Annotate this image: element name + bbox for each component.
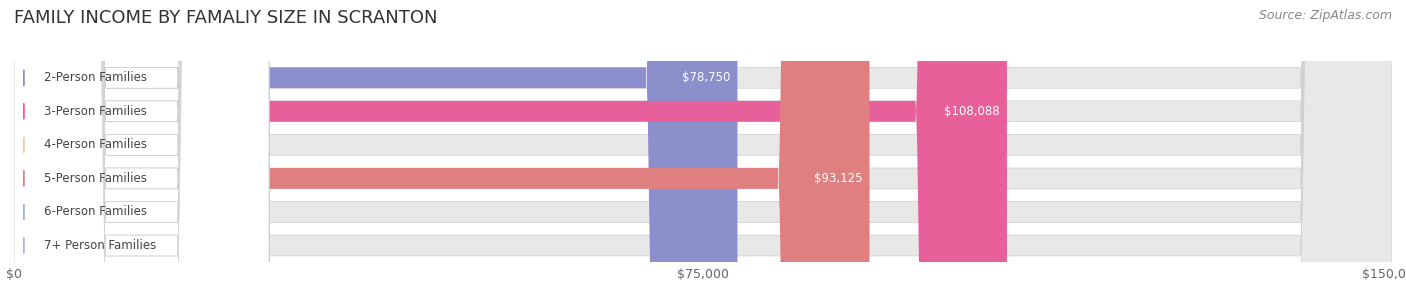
FancyBboxPatch shape [14,0,269,305]
FancyBboxPatch shape [14,0,269,305]
FancyBboxPatch shape [14,0,269,305]
Text: 6-Person Families: 6-Person Families [45,206,148,218]
Text: 2-Person Families: 2-Person Families [45,71,148,84]
FancyBboxPatch shape [14,0,1392,305]
Text: $108,088: $108,088 [945,105,1000,118]
FancyBboxPatch shape [14,0,1392,305]
FancyBboxPatch shape [14,0,1392,305]
FancyBboxPatch shape [14,0,1392,305]
Text: FAMILY INCOME BY FAMALIY SIZE IN SCRANTON: FAMILY INCOME BY FAMALIY SIZE IN SCRANTO… [14,9,437,27]
FancyBboxPatch shape [14,0,269,305]
Text: Source: ZipAtlas.com: Source: ZipAtlas.com [1258,9,1392,22]
FancyBboxPatch shape [14,0,269,305]
FancyBboxPatch shape [14,0,1007,305]
Text: $0: $0 [31,206,45,218]
FancyBboxPatch shape [14,0,1392,305]
Text: $0: $0 [31,239,45,252]
Text: 7+ Person Families: 7+ Person Families [45,239,156,252]
FancyBboxPatch shape [14,0,738,305]
Text: $0: $0 [31,138,45,151]
FancyBboxPatch shape [14,0,869,305]
FancyBboxPatch shape [14,0,1392,305]
Text: $78,750: $78,750 [682,71,731,84]
Text: $93,125: $93,125 [814,172,863,185]
Text: 3-Person Families: 3-Person Families [45,105,148,118]
Text: 4-Person Families: 4-Person Families [45,138,148,151]
Text: 5-Person Families: 5-Person Families [45,172,148,185]
FancyBboxPatch shape [14,0,269,305]
